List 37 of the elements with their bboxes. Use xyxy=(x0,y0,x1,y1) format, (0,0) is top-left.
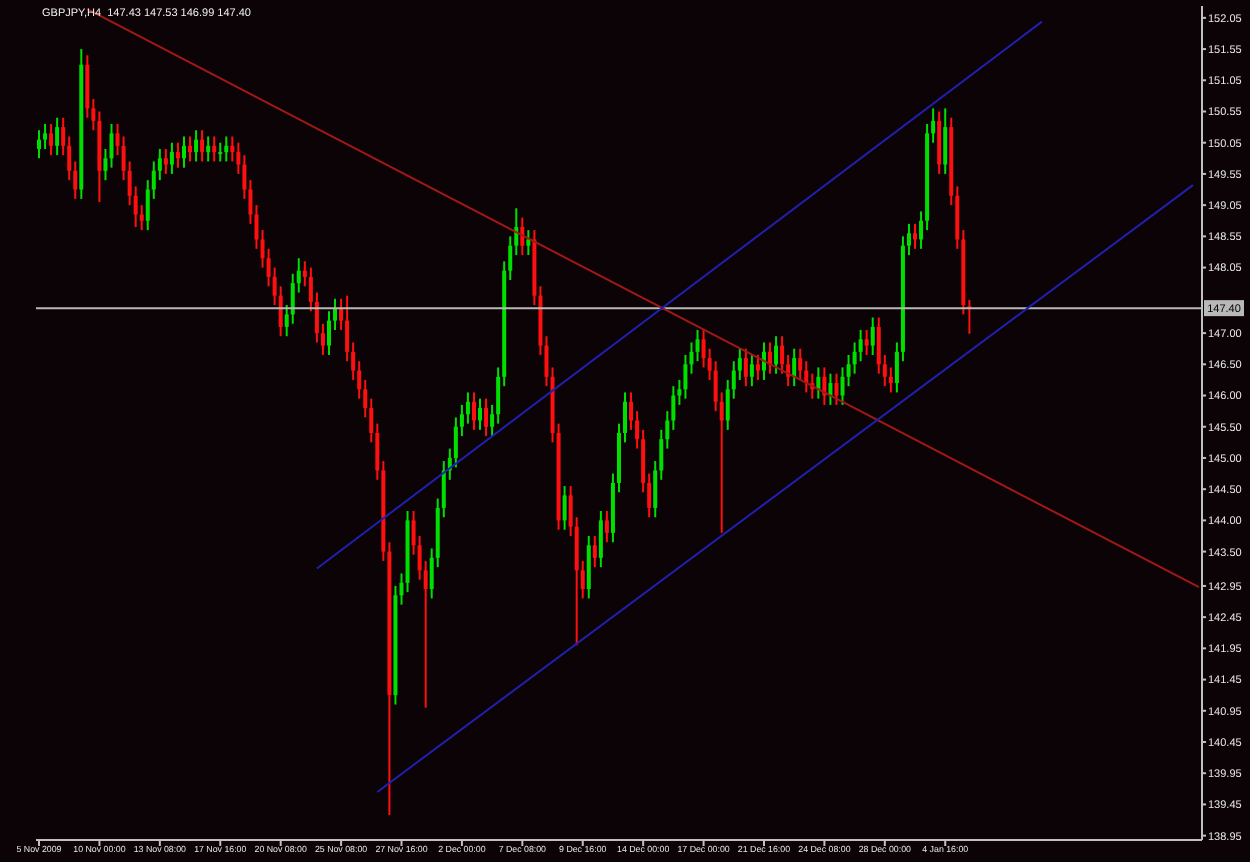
candlestick xyxy=(913,222,918,250)
candlestick xyxy=(484,397,489,438)
candlestick xyxy=(761,341,766,381)
candlestick xyxy=(224,135,229,163)
candlestick xyxy=(592,534,597,569)
candlestick xyxy=(478,397,483,431)
candlestick xyxy=(743,347,748,388)
candlestick xyxy=(169,141,174,175)
candlestick xyxy=(562,485,567,531)
candlestick xyxy=(212,135,217,163)
candlestick xyxy=(175,141,180,169)
candlestick xyxy=(864,328,869,356)
candlestick xyxy=(181,135,186,169)
candlestick xyxy=(49,122,54,157)
candlestick xyxy=(943,107,948,175)
candlestick xyxy=(604,510,609,544)
candlestick xyxy=(695,328,700,363)
candlestick xyxy=(774,335,779,375)
candlestick xyxy=(586,534,591,600)
candlestick xyxy=(43,122,48,150)
candlestick xyxy=(206,135,211,163)
candlestick xyxy=(598,510,603,569)
candlestick xyxy=(218,141,223,163)
candlestick xyxy=(755,353,760,381)
candlestick xyxy=(194,129,199,163)
candlestick xyxy=(749,353,754,388)
candlestick xyxy=(870,316,875,356)
candlestick xyxy=(526,229,531,257)
candlestick xyxy=(834,372,839,406)
candlestick xyxy=(200,129,205,163)
candlestick xyxy=(188,135,193,163)
candlestick xyxy=(937,110,942,175)
candlestick xyxy=(471,391,476,431)
candlestick xyxy=(37,129,41,160)
candlestick xyxy=(163,147,168,175)
candlestick xyxy=(55,116,60,157)
candlestick xyxy=(792,347,797,388)
